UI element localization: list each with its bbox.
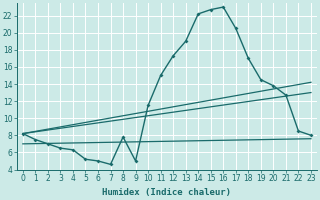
X-axis label: Humidex (Indice chaleur): Humidex (Indice chaleur) xyxy=(102,188,231,197)
